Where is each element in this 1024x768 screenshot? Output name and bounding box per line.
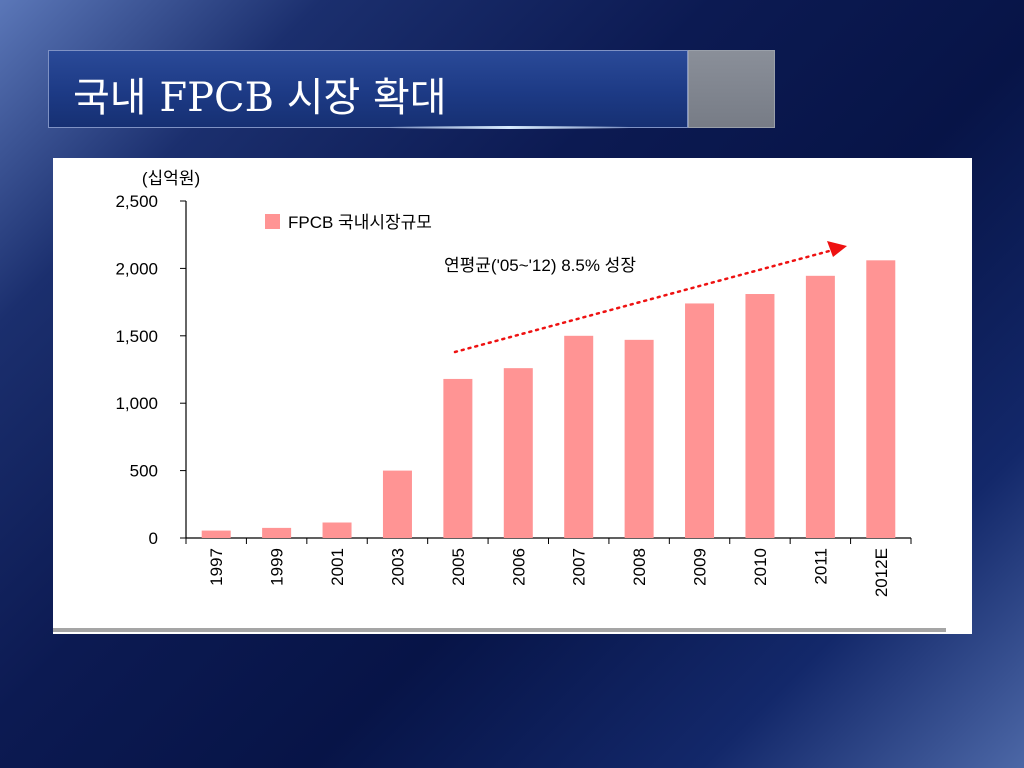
legend-label: FPCB 국내시장규모	[288, 213, 432, 232]
bottom-divider	[53, 628, 946, 632]
title-accent-block	[688, 50, 775, 128]
y-tick-label: 1,000	[115, 394, 158, 413]
title-bar: 국내 FPCB 시장 확대	[48, 50, 688, 129]
growth-annotation: 연평균('05~'12) 8.5% 성장	[444, 256, 636, 275]
x-tick-label: 2005	[449, 548, 468, 586]
x-tick-label: 2010	[751, 548, 770, 586]
x-tick-label: 2008	[630, 548, 649, 586]
bar-2001	[322, 522, 352, 538]
bar-2010	[745, 294, 775, 538]
legend-swatch	[265, 214, 280, 229]
y-tick-label: 1,500	[115, 327, 158, 346]
y-axis-label: (십억원)	[142, 169, 200, 188]
x-tick-label: 2009	[691, 548, 710, 586]
bar-1999	[262, 527, 292, 538]
trend-arrow-head	[827, 241, 847, 257]
chart-panel: (십억원) 0 500 1,000 1,500 2,000 2,500 1997 1999 200…	[53, 158, 972, 634]
y-tick-label: 2,000	[115, 259, 158, 278]
x-tick-label: 2011	[811, 548, 830, 585]
y-tick-label: 0	[149, 529, 158, 548]
bar-2008	[624, 339, 654, 538]
bar-1997	[201, 530, 231, 538]
y-tick-label: 2,500	[115, 192, 158, 211]
x-tick-label: 1997	[207, 548, 226, 586]
y-tick-label: 500	[130, 462, 158, 481]
bar-chart: (십억원) 0 500 1,000 1,500 2,000 2,500 1997 1999 200…	[115, 169, 912, 597]
bar-2011	[805, 275, 835, 538]
x-tick-label: 2001	[328, 548, 347, 586]
x-tick-label: 2012E	[872, 548, 891, 597]
slide-title: 국내 FPCB 시장 확대	[73, 75, 447, 121]
trend-arrow-line	[453, 248, 835, 354]
bar-2009	[685, 303, 715, 538]
x-tick-label: 2007	[570, 548, 589, 586]
bar-2006	[503, 368, 533, 538]
bar-2003	[382, 470, 412, 538]
x-tick-label: 1999	[268, 548, 287, 586]
bar-2012E	[866, 260, 896, 538]
x-tick-label: 2006	[509, 548, 528, 586]
bar-2007	[564, 335, 594, 538]
bar-2005	[443, 378, 473, 538]
x-tick-label: 2003	[388, 548, 407, 586]
